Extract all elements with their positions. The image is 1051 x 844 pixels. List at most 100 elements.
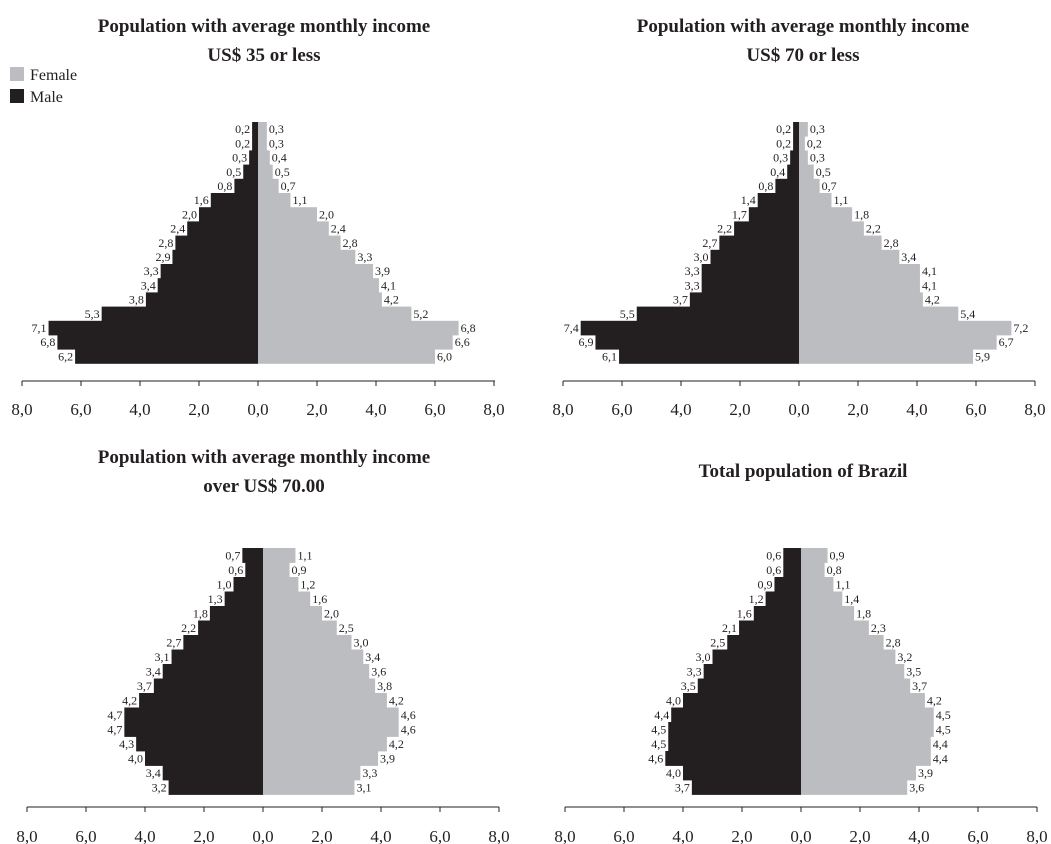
label-bg: [752, 578, 774, 591]
data-label-female: 4,2: [389, 737, 404, 751]
data-label-male: 0,8: [217, 179, 232, 193]
bar-female: [258, 193, 291, 208]
data-label-male: 0,3: [773, 151, 788, 165]
label-bg: [147, 781, 168, 794]
bar-female: [801, 635, 884, 650]
data-label-female: 0,2: [807, 136, 822, 150]
data-label-female: 4,1: [381, 278, 396, 292]
bar-male: [636, 306, 799, 322]
data-label-female: 2,2: [866, 222, 881, 236]
bar-male: [665, 751, 801, 766]
bar-female: [258, 221, 329, 236]
bar-male: [224, 591, 263, 607]
label-bg: [376, 679, 397, 693]
x-tick-label: 2,0: [729, 400, 750, 419]
data-label-female: 4,5: [936, 708, 951, 722]
data-label-female: 1,1: [833, 193, 848, 207]
x-tick-label: 2,0: [188, 400, 209, 419]
bar-female: [801, 548, 828, 563]
label-bg: [646, 737, 668, 751]
pyramid-panels: Population with average monthly income US…: [11, 16, 1047, 844]
label-bg: [337, 621, 359, 635]
bar-male: [595, 335, 799, 350]
label-bg: [153, 236, 175, 250]
label-bg: [761, 563, 783, 577]
bar-male: [783, 562, 801, 578]
data-label-male: 0,2: [776, 136, 791, 150]
bar-male: [734, 221, 799, 236]
data-label-female: 0,3: [810, 122, 825, 136]
label-bg: [117, 694, 139, 707]
data-label-female: 3,3: [362, 766, 377, 780]
x-tick-label: 4,0: [670, 400, 691, 419]
label-bg: [676, 679, 697, 693]
label-bg: [124, 293, 145, 307]
data-label-female: 0,3: [810, 151, 825, 165]
data-label-male: 3,0: [696, 650, 711, 664]
label-bg: [908, 781, 929, 794]
bar-male: [168, 780, 263, 795]
bar-male: [668, 722, 801, 737]
data-label-male: 4,5: [651, 723, 666, 737]
label-bg: [139, 265, 160, 278]
x-tick-label: 6,0: [75, 827, 96, 844]
bar-female: [799, 249, 900, 265]
bar-male: [683, 693, 801, 708]
label-bg: [736, 194, 757, 207]
data-label-female: 3,1: [356, 781, 371, 795]
pyramid-chart-3: Population with average monthly income ov…: [16, 447, 509, 844]
bar-male: [710, 249, 799, 265]
bar-male: [774, 577, 801, 592]
data-label-female: 3,3: [357, 250, 372, 264]
label-bg: [705, 636, 727, 649]
data-label-female: 1,8: [854, 207, 869, 221]
data-label-female: 2,0: [324, 607, 339, 621]
data-label-male: 2,2: [717, 222, 732, 236]
x-tick-label: 2,0: [306, 400, 327, 419]
bar-male: [775, 178, 799, 194]
bar-male: [727, 635, 801, 650]
label-bg: [132, 679, 153, 693]
label-bg: [765, 165, 787, 179]
bar-female: [263, 620, 337, 636]
data-label-female: 6,0: [437, 349, 452, 363]
data-label-male: 0,6: [766, 549, 781, 563]
bar-female: [801, 736, 931, 752]
label-bg: [768, 151, 790, 165]
x-tick-label: 8,0: [554, 827, 575, 844]
label-bg: [668, 293, 689, 307]
chart-title: Population with average monthly income: [98, 16, 431, 37]
bar-male: [57, 335, 259, 350]
label-bg: [323, 607, 344, 620]
pyramid-chart-2: Population with average monthly income US…: [552, 16, 1045, 419]
bar-male: [619, 349, 799, 364]
data-label-male: 2,2: [181, 621, 196, 635]
bar-female: [801, 577, 834, 592]
data-label-male: 6,9: [578, 335, 593, 349]
label-bg: [917, 766, 938, 780]
bar-male: [172, 249, 258, 265]
legend-label-male: Male: [30, 89, 63, 106]
bar-male: [162, 664, 263, 679]
x-tick-label: 2,0: [311, 827, 332, 844]
data-label-male: 3,3: [685, 264, 700, 278]
label-bg: [559, 321, 580, 335]
data-label-female: 0,7: [281, 179, 296, 193]
bar-female: [263, 736, 387, 752]
label-bg: [900, 250, 921, 264]
bar-female: [263, 780, 355, 795]
bar-male: [691, 780, 801, 795]
bar-male: [793, 136, 799, 151]
label-bg: [843, 592, 864, 606]
label-bg: [934, 723, 956, 736]
bar-female: [258, 164, 273, 180]
bar-female: [799, 136, 805, 151]
data-label-male: 3,5: [681, 679, 696, 693]
bar-male: [101, 306, 259, 322]
x-tick-label: 4,0: [908, 827, 929, 844]
bar-male: [209, 606, 263, 621]
x-tick-label: 4,0: [906, 400, 927, 419]
data-label-male: 3,7: [137, 679, 152, 693]
